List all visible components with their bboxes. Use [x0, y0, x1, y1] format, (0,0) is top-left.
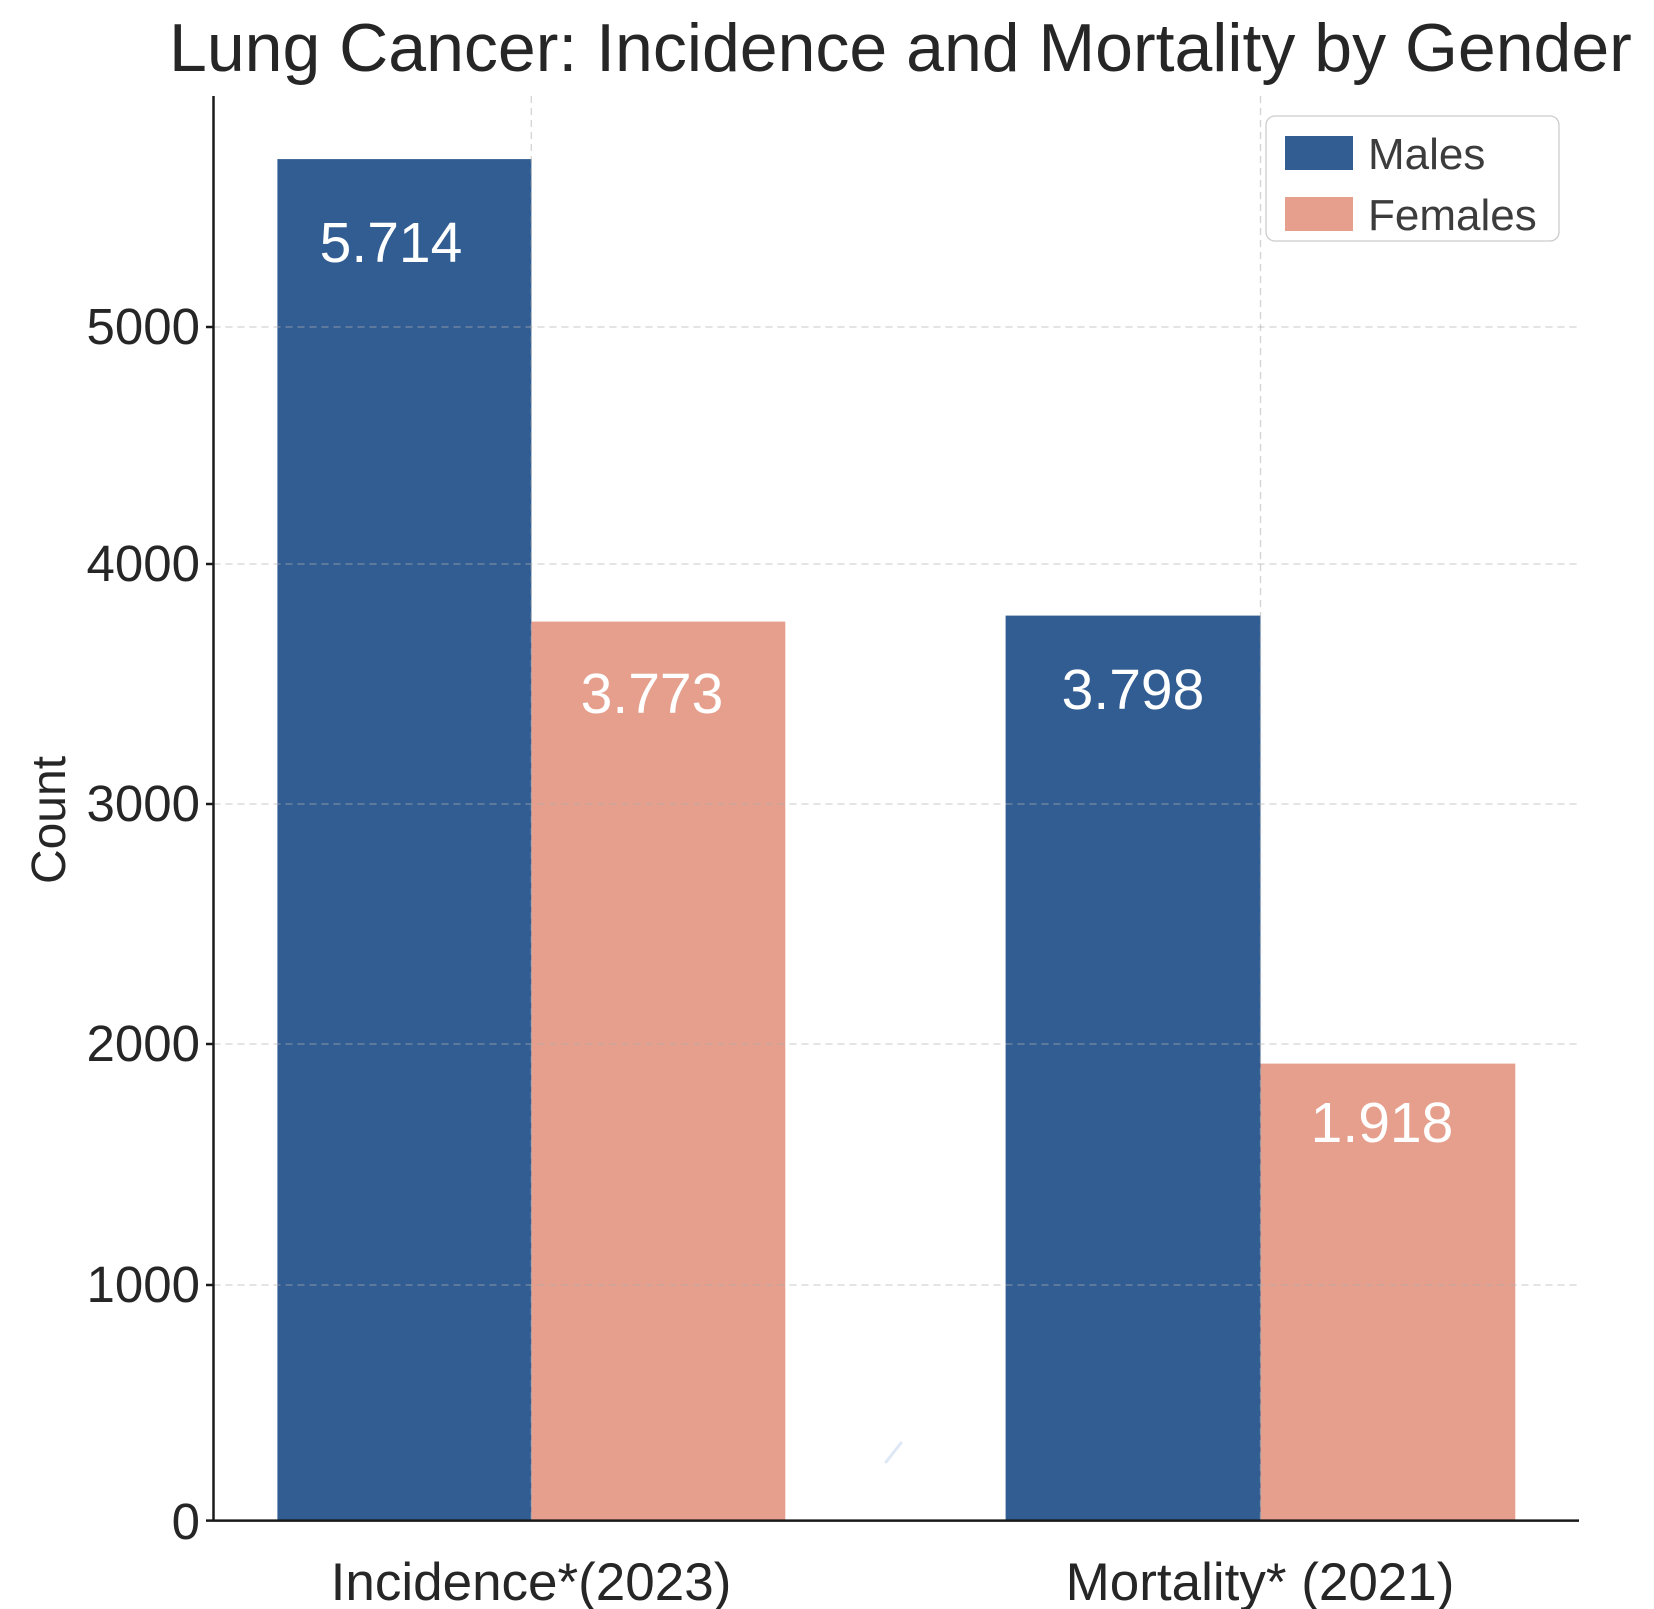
svg-text:1.918: 1.918 [1311, 1091, 1454, 1155]
svg-text:3000: 3000 [87, 775, 200, 832]
svg-text:5.714: 5.714 [320, 211, 463, 275]
svg-text:4000: 4000 [87, 535, 200, 592]
svg-text:Mortality* (2021): Mortality* (2021) [1066, 1553, 1455, 1609]
svg-text:1000: 1000 [87, 1256, 200, 1313]
svg-text:0: 0 [172, 1493, 200, 1550]
svg-text:2000: 2000 [87, 1015, 200, 1072]
svg-text:Lung Cancer: Incidence and Mor: Lung Cancer: Incidence and Mortality by … [169, 10, 1632, 86]
svg-text:Incidence*(2023): Incidence*(2023) [331, 1553, 732, 1609]
svg-text:Males: Males [1368, 130, 1485, 179]
svg-text:3.773: 3.773 [581, 662, 724, 726]
svg-text:Females: Females [1368, 191, 1537, 240]
svg-text:Count: Count [23, 756, 76, 884]
svg-text:3.798: 3.798 [1062, 658, 1205, 722]
svg-text:5000: 5000 [87, 298, 200, 355]
